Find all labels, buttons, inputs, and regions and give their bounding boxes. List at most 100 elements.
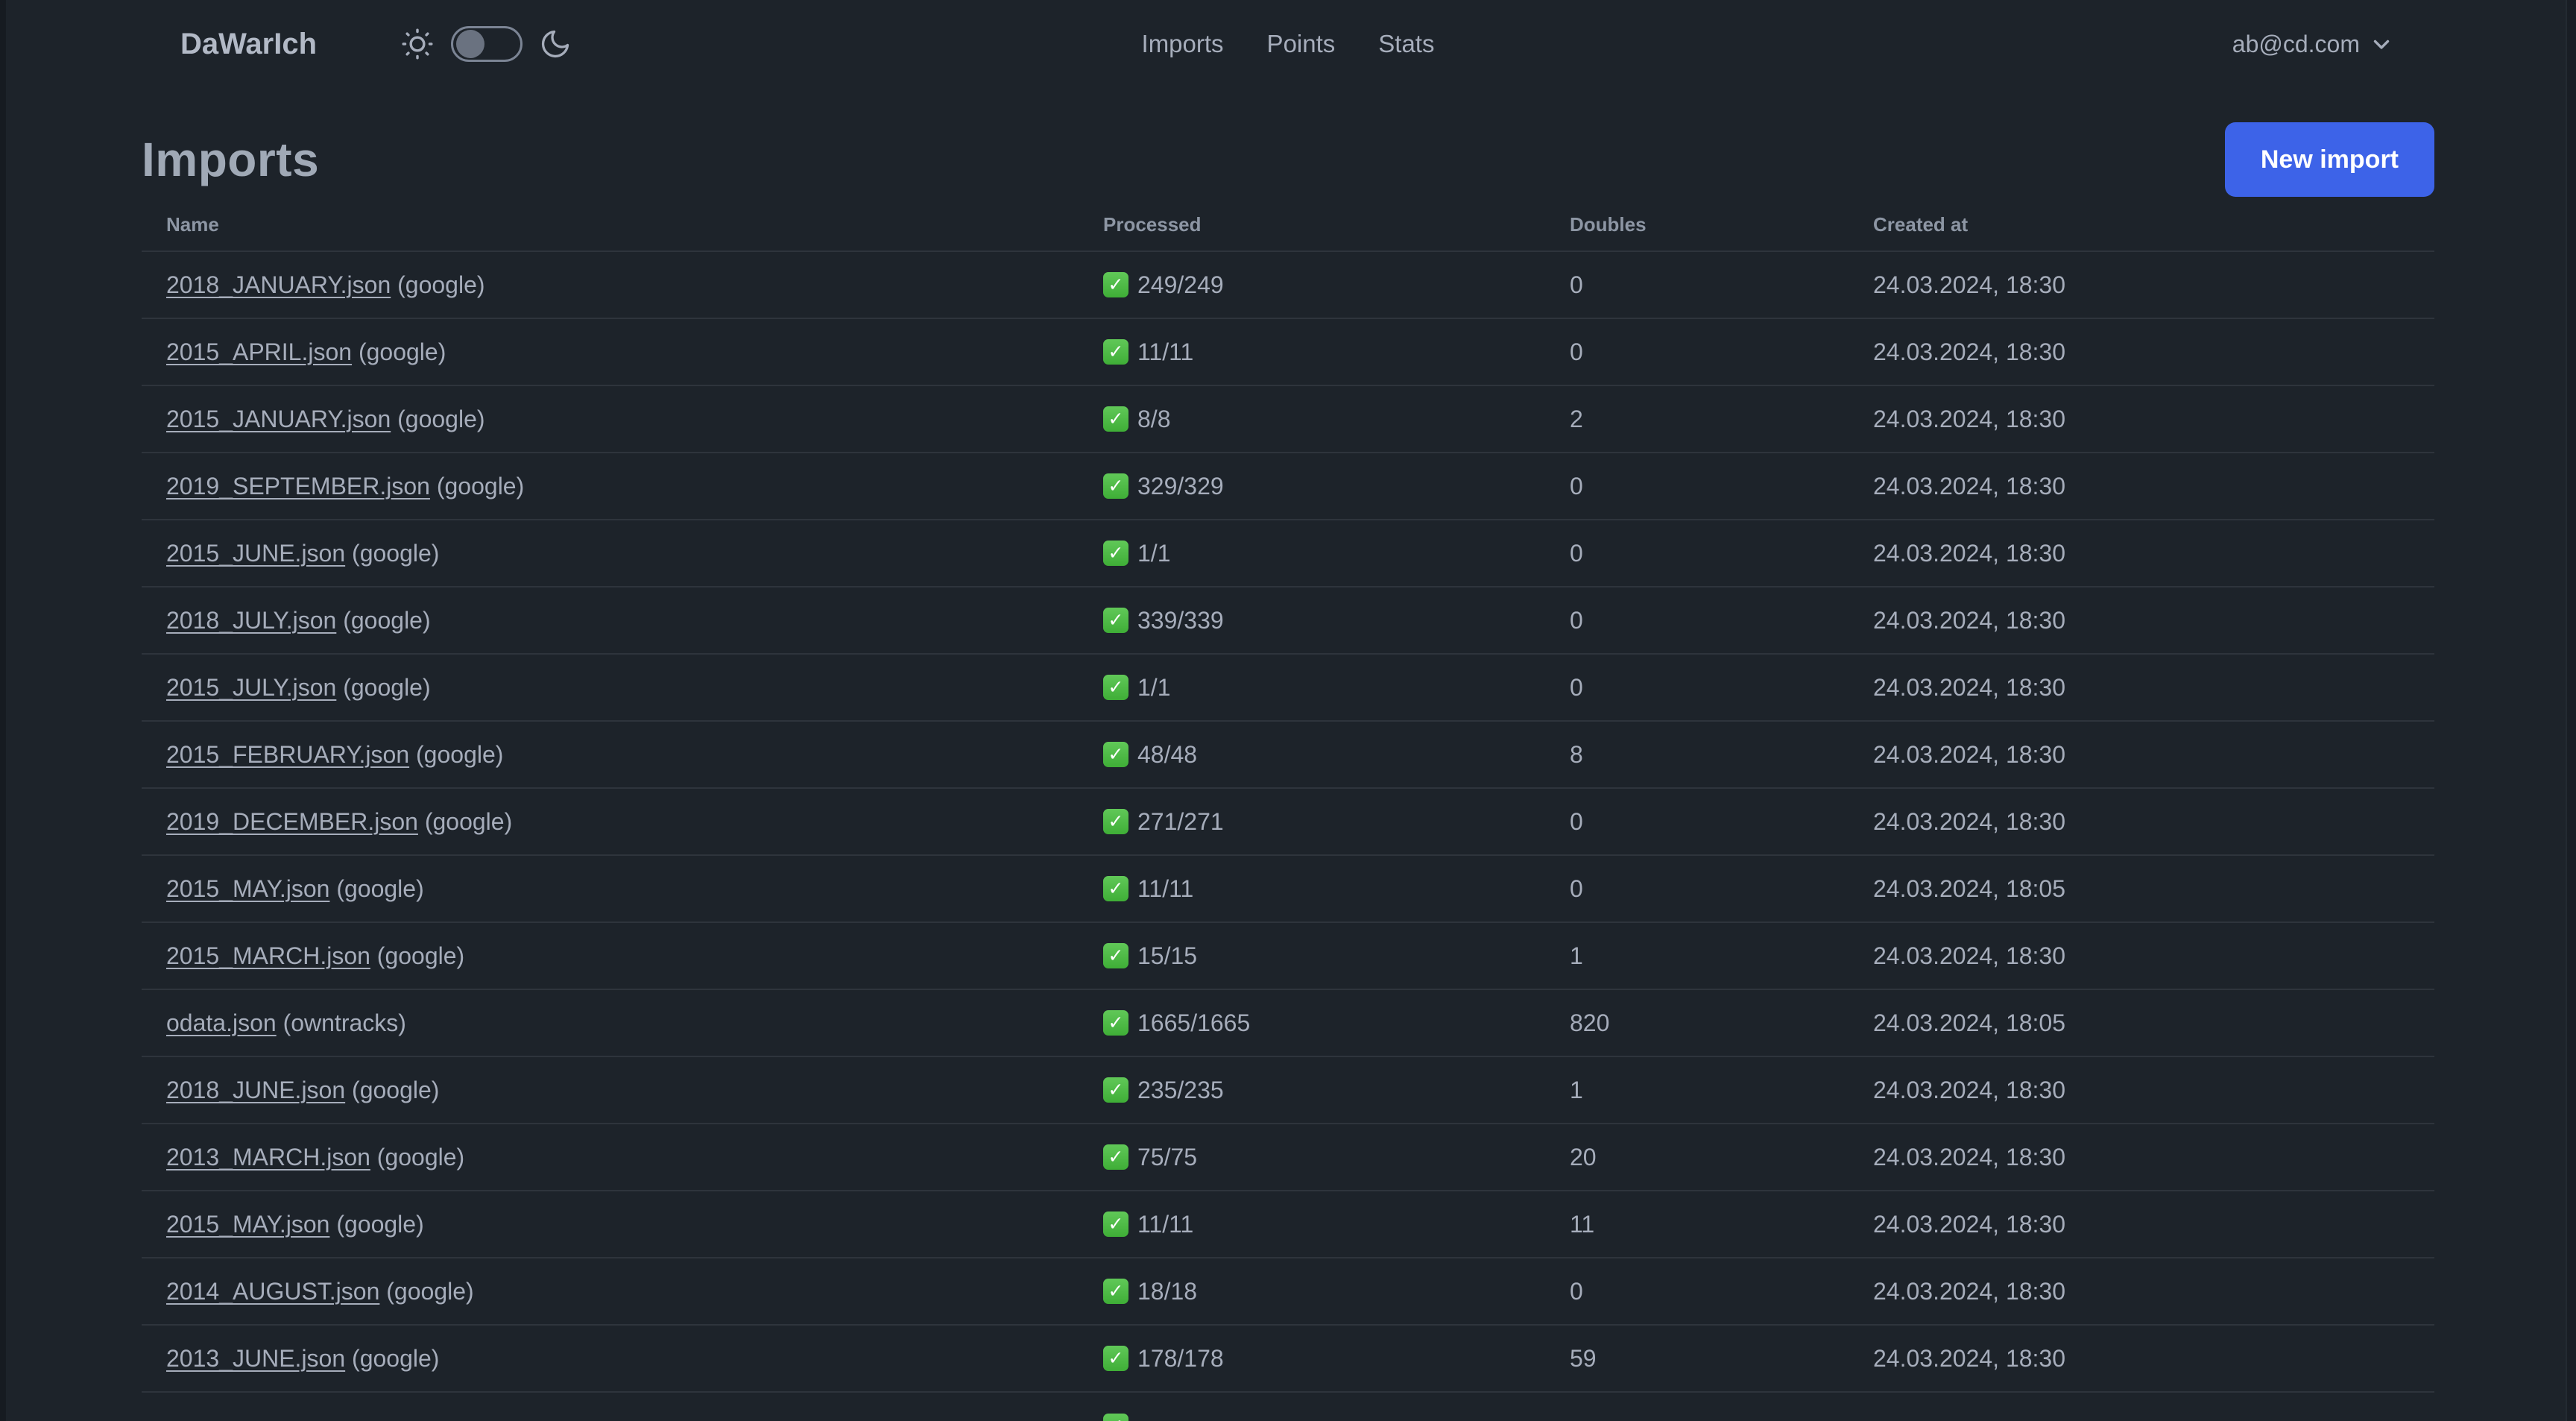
doubles-count: 0	[1570, 606, 1583, 634]
table-row: 2015_APRIL.json (google) ✓ 11/11 0 24.03…	[142, 319, 2434, 386]
created-at: 24.03.2024, 18:30	[1873, 405, 2066, 432]
doubles-count: 11	[1570, 1210, 1595, 1238]
column-header-name: Name	[166, 212, 219, 236]
table-row: 2015_MAY.json (google) ✓ 11/11 11 24.03.…	[142, 1191, 2434, 1258]
import-file-link[interactable]: 2018_JULY.json	[166, 606, 337, 634]
import-source-label: (google)	[345, 539, 440, 567]
check-icon: ✓	[1103, 1279, 1128, 1304]
import-file-link[interactable]: 2019_DECEMBER.json	[166, 807, 418, 835]
import-source-label: (google)	[370, 942, 465, 969]
import-file-link[interactable]: 2015_JANUARY.json	[166, 405, 391, 432]
import-source-label: (google)	[370, 1143, 465, 1170]
processed-count: 15/15	[1137, 942, 1198, 969]
processed-count: 11/11	[1137, 338, 1194, 365]
processed-cell: ✓ 329/329	[1103, 473, 1570, 500]
import-file-link[interactable]: 2015_FEBRUARY.json	[166, 740, 410, 768]
check-icon: ✓	[1103, 1346, 1128, 1371]
import-source-label: (google)	[345, 1076, 440, 1103]
account-email: ab@cd.com	[2232, 30, 2360, 57]
nav-link-imports[interactable]: Imports	[1141, 30, 1224, 57]
processed-count: 1/1	[1137, 673, 1171, 701]
new-import-button[interactable]: New import	[2224, 122, 2434, 197]
account-menu[interactable]: ab@cd.com	[2232, 31, 2394, 58]
sun-icon	[400, 27, 435, 61]
import-file-link[interactable]: 2014_AUGUST.json	[166, 1277, 380, 1305]
doubles-count: 0	[1570, 1277, 1583, 1305]
processed-cell: ✓ 1/1	[1103, 674, 1570, 702]
processed-cell: ✓ 271/271	[1103, 808, 1570, 836]
processed-cell: ✓ 15/15	[1103, 942, 1570, 970]
created-at: 24.03.2024, 18:30	[1873, 271, 2066, 298]
created-at: 24.03.2024, 18:30	[1873, 942, 2066, 969]
created-at: 24.03.2024, 18:30	[1873, 1210, 2066, 1238]
import-file-link[interactable]: 2013_JUNE.json	[166, 1344, 346, 1372]
import-source-label: (google)	[329, 875, 424, 902]
created-at: 24.03.2024, 18:05	[1873, 875, 2066, 902]
scrollbar-track[interactable]	[2566, 0, 2576, 1421]
import-file-link[interactable]: 2018_JUNE.json	[166, 1076, 346, 1103]
created-at: 24.03.2024, 18:30	[1873, 1344, 2066, 1372]
import-file-link[interactable]: 2013_MARCH.json	[166, 1143, 370, 1170]
import-name-cell: 2015_JUNE.json (google)	[142, 540, 1103, 567]
app-logo[interactable]: DaWarIch	[180, 27, 318, 60]
import-name-cell: 2018_JANUARY.json (google)	[142, 271, 1103, 299]
doubles-count: 59	[1570, 1344, 1597, 1372]
doubles-count: 0	[1570, 271, 1583, 298]
table-row: 2013_JUNE.json (google) ✓ 178/178 59 24.…	[142, 1326, 2434, 1393]
table-row: 2015_MARCH.json (google) ✓ 15/15 1 24.03…	[142, 923, 2434, 990]
check-icon: ✓	[1103, 809, 1128, 834]
imports-table-body: 2018_JANUARY.json (google) ✓ 249/249 0 2…	[142, 252, 2434, 1421]
created-at: 24.03.2024, 18:30	[1873, 1143, 2066, 1170]
doubles-count: 820	[1570, 1009, 1610, 1036]
processed-cell: ✓ 75/75	[1103, 1144, 1570, 1171]
table-row: 2019_DECEMBER.json (google) ✓ 271/271 0 …	[142, 789, 2434, 856]
processed-count: 1/1	[1137, 539, 1171, 567]
processed-count: 329/329	[1137, 472, 1224, 500]
import-file-link[interactable]: 2015_JUNE.json	[166, 539, 346, 567]
processed-cell: ✓ 18/18	[1103, 1278, 1570, 1305]
import-name-cell: odata.json (owntracks)	[142, 1009, 1103, 1037]
import-name-cell: 2015_MARCH.json (google)	[142, 942, 1103, 970]
column-header-processed: Processed	[1103, 212, 1202, 236]
nav-link-points[interactable]: Points	[1266, 30, 1336, 57]
processed-count: 339/339	[1137, 606, 1224, 634]
doubles-count: 0	[1570, 673, 1583, 701]
check-icon: ✓	[1103, 1212, 1128, 1237]
created-at: 24.03.2024, 18:30	[1873, 606, 2066, 634]
table-row: 2018_JULY.json (google) ✓ 339/339 0 24.0…	[142, 587, 2434, 655]
created-at: 24.03.2024, 18:30	[1873, 673, 2066, 701]
import-file-link[interactable]: 2015_MAY.json	[166, 1210, 330, 1238]
check-icon: ✓	[1103, 742, 1128, 767]
created-at: 24.03.2024, 18:30	[1873, 1076, 2066, 1103]
import-name-cell: 2015_MAY.json (google)	[142, 875, 1103, 903]
check-icon: ✓	[1103, 339, 1128, 365]
import-file-link[interactable]: 2015_APRIL.json	[166, 338, 353, 365]
processed-count: 11/11	[1137, 1210, 1194, 1238]
table-header-row: Name Processed Doubles Created at	[142, 198, 2434, 252]
import-file-link[interactable]: 2019_SEPTEMBER.json	[166, 472, 430, 500]
import-source-label: (google)	[379, 1277, 474, 1305]
import-file-link[interactable]: odata.json	[166, 1009, 277, 1036]
check-icon: ✓	[1103, 1144, 1128, 1170]
import-name-cell: 2015_MAY.json (google)	[142, 1211, 1103, 1238]
import-file-link[interactable]: 2018_JANUARY.json	[166, 271, 391, 298]
check-icon: ✓	[1103, 675, 1128, 700]
doubles-count: 1	[1570, 1076, 1583, 1103]
doubles-count: 2	[1570, 405, 1583, 432]
import-file-link[interactable]: 2015_MARCH.json	[166, 942, 370, 969]
processed-count: 11/11	[1137, 875, 1194, 902]
processed-count: 18/18	[1137, 1277, 1198, 1305]
import-source-label: (google)	[352, 338, 446, 365]
moon-icon	[539, 28, 572, 60]
import-file-link[interactable]: 2015_MAY.json	[166, 875, 330, 902]
import-file-link[interactable]: 2015_JULY.json	[166, 673, 337, 701]
table-row: odata.json (owntracks) ✓ 1665/1665 820 2…	[142, 990, 2434, 1057]
import-name-cell: 2015_JANUARY.json (google)	[142, 406, 1103, 433]
processed-cell: ✓	[1103, 1414, 1570, 1421]
doubles-count: 1	[1570, 942, 1583, 969]
imports-table: Name Processed Doubles Created at 2018_J…	[142, 198, 2434, 1421]
doubles-count: 0	[1570, 875, 1583, 902]
import-source-label: (google)	[345, 1344, 440, 1372]
theme-toggle[interactable]	[451, 26, 523, 62]
nav-link-stats[interactable]: Stats	[1378, 30, 1435, 57]
